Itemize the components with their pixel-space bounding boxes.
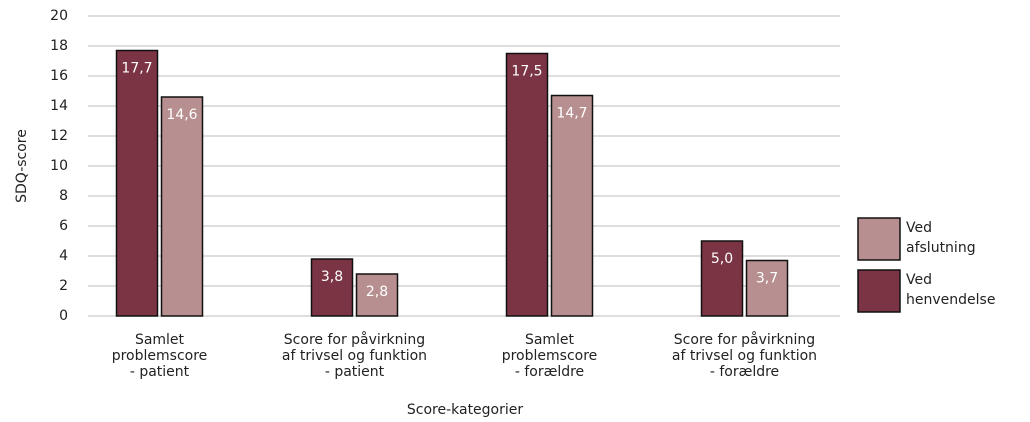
y-tick-label: 14	[50, 98, 68, 114]
bar	[505, 52, 549, 317]
legend-label: Ved henvendelse	[906, 272, 995, 308]
value-label: 3,8	[321, 269, 343, 285]
y-tick-label: 12	[50, 128, 68, 144]
bar	[550, 94, 594, 317]
bar	[355, 273, 399, 317]
value-label: 3,7	[756, 271, 778, 287]
legend-label: Ved afslutning	[906, 220, 976, 256]
value-label: 17,7	[121, 61, 152, 77]
legend-swatch	[857, 217, 901, 261]
value-label: 2,8	[366, 284, 388, 300]
x-tick-label: Samlet problemscore - forældre	[502, 332, 598, 380]
bar	[310, 258, 354, 317]
value-label: 14,6	[166, 107, 197, 123]
legend-swatch	[857, 269, 901, 313]
value-label: 17,5	[511, 64, 542, 80]
x-tick-label: Score for påvirkning af trivsel og funkti…	[672, 331, 817, 380]
y-tick-label: 4	[59, 248, 68, 264]
y-tick-label: 0	[59, 308, 68, 324]
bar	[160, 96, 204, 317]
x-axis-title: Score-kategorier	[407, 402, 524, 418]
bar	[115, 49, 159, 317]
bar	[745, 259, 789, 317]
y-tick-label: 16	[50, 68, 68, 84]
y-tick-label: 8	[59, 188, 68, 204]
y-tick-label: 2	[59, 278, 68, 294]
y-tick-label: 18	[50, 38, 68, 54]
y-tick-label: 20	[50, 8, 68, 24]
value-label: 5,0	[711, 251, 733, 267]
y-axis-title: SDQ-score	[14, 129, 30, 203]
value-label: 14,7	[556, 106, 587, 122]
bar	[700, 240, 744, 317]
x-tick-label: Score for påvirkning af trivsel og funkti…	[282, 331, 427, 380]
y-tick-label: 10	[50, 158, 68, 174]
y-tick-label: 6	[59, 218, 68, 234]
x-tick-label: Samlet problemscore - patient	[112, 332, 208, 380]
